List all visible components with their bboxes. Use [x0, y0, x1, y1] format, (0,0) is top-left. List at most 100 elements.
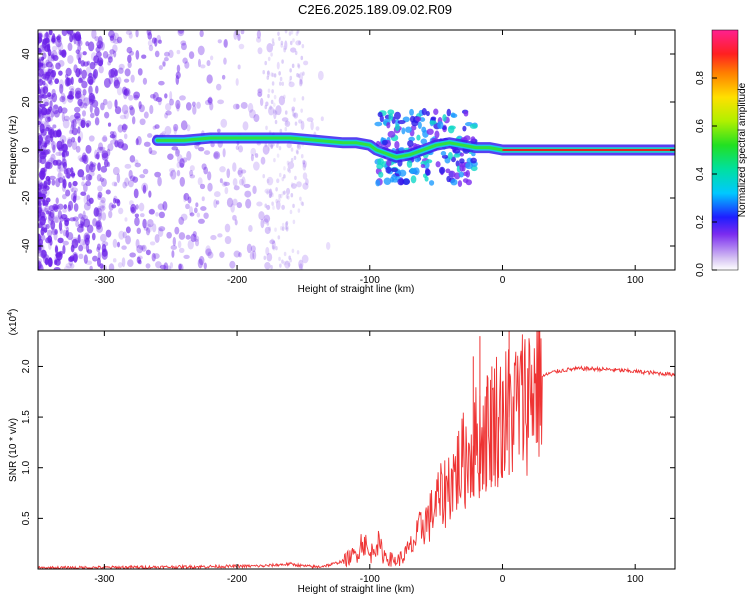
spectrogram-signal-blob	[469, 123, 478, 129]
spectrogram-noise-blob	[77, 69, 82, 80]
spectrogram-noise-blob	[121, 245, 127, 250]
spectrogram-noise-blob	[67, 137, 73, 144]
spectrogram-noise-blob	[124, 68, 131, 77]
spectrogram-noise-blob	[73, 190, 77, 199]
spectrogram-noise-blob	[113, 50, 117, 58]
snr-x-tick-label: 0	[500, 574, 506, 585]
spectrogram-noise-blob	[67, 95, 75, 100]
spectrogram-noise-blob	[104, 111, 110, 119]
spectrogram-noise-blob	[158, 226, 166, 232]
spectrogram-noise-blob	[53, 259, 58, 266]
spectrogram-noise-blob	[244, 190, 252, 198]
spectrogram-noise-blob	[283, 166, 286, 171]
spectrogram-noise-blob	[155, 212, 159, 217]
spectrogram-noise-blob	[270, 72, 274, 77]
spectrogram-noise-blob	[238, 43, 245, 50]
spectrogram-signal-blob	[420, 138, 428, 145]
spectrogram-noise-blob	[167, 153, 174, 160]
spectrogram-noise-blob	[45, 223, 50, 230]
spectrogram-noise-blob	[198, 255, 205, 266]
snr-y-ticks: 0.5 1.0 1.5 2.0	[21, 359, 675, 525]
spectrogram-noise-blob	[59, 135, 67, 144]
spectrogram-noise-blob	[203, 262, 207, 270]
spectrogram-noise-blob	[53, 267, 61, 270]
spectrogram-noise-blob	[149, 93, 156, 99]
spectrogram-noise-blob	[157, 176, 162, 187]
spectrogram-noise-blob	[281, 259, 284, 264]
spectrogram-noise-blob	[97, 185, 103, 192]
spectrogram-noise-blob	[42, 110, 50, 116]
spectrogram-signal-blob	[402, 178, 411, 185]
spectrogram-noise-blob	[108, 68, 115, 78]
spectrogram-noise-blob	[117, 124, 124, 133]
spectrogram-signal-blob	[415, 116, 422, 122]
spectrogram-noise-blob	[264, 60, 268, 66]
spectrogram-noise-blob	[238, 178, 244, 186]
spectrogram-noise-blob	[70, 76, 74, 85]
spectrogram-noise-blob	[267, 146, 271, 151]
spectrogram-noise-blob	[285, 222, 288, 227]
spectrogram-noise-blob	[296, 250, 300, 255]
spectrogram-noise-blob	[47, 53, 53, 63]
spectrogram-noise-blob	[222, 148, 226, 158]
spectrogram-noise-blob	[264, 188, 271, 194]
spectrogram-noise-blob	[41, 142, 47, 148]
spectrogram-signal-blob	[470, 157, 477, 164]
spectrogram-signal-blob	[405, 126, 412, 133]
spectrogram-noise-blob	[45, 175, 51, 182]
spectrogram-noise-blob	[142, 184, 147, 194]
spectrogram-noise-blob	[157, 97, 162, 106]
spectrogram-noise-blob	[47, 68, 54, 74]
spectrogram-noise-blob	[169, 171, 174, 177]
spectrogram-noise-blob	[38, 91, 42, 101]
spectrogram-noise-blob	[179, 95, 186, 101]
spectrogram-noise-blob	[269, 239, 276, 245]
spectrogram-signal-blob	[397, 178, 405, 186]
spectrogram-noise-blob	[72, 180, 78, 187]
spectrogram-noise-blob	[38, 200, 41, 206]
spectrogram-noise-blob	[99, 205, 106, 211]
spectrogram-noise-blob	[169, 98, 174, 106]
spectrogram-noise-blob	[125, 226, 131, 234]
spectrogram-noise-blob	[207, 96, 213, 105]
spectrogram-noise-blob	[66, 30, 74, 35]
spectrogram-noise-blob	[71, 170, 75, 179]
spectrogram-noise-blob	[224, 235, 232, 245]
spectrogram-noise-blob	[100, 102, 105, 111]
spectrogram-noise-blob	[81, 181, 85, 187]
spectrogram-signal-blob	[407, 140, 414, 147]
spectrogram-noise-blob	[183, 193, 187, 203]
spectrogram-noise-blob	[164, 125, 172, 136]
spectrogram-noise-blob	[284, 40, 288, 51]
spectrogram-y-tick-label: 20	[21, 96, 32, 108]
spectrogram-noise-blob	[260, 218, 265, 229]
spectrogram-noise-blob	[141, 244, 147, 252]
spectrogram-noise-blob	[50, 35, 57, 44]
spectrogram-noise-blob	[88, 197, 94, 204]
spectrogram-noise-blob	[138, 245, 146, 250]
spectrogram-noise-blob	[285, 225, 289, 230]
spectrogram-noise-blob	[106, 53, 113, 60]
spectrogram-noise-blob	[274, 110, 278, 115]
spectrogram-noise-blob	[130, 203, 137, 214]
spectrogram-signal-blob	[433, 108, 439, 116]
spectrogram-noise-blob	[275, 245, 278, 251]
spectrogram-noise-blob	[68, 181, 72, 189]
spectrogram-signal-blob	[465, 170, 471, 178]
spectrogram-noise-blob	[85, 174, 92, 182]
spectrogram-noise-blob	[233, 30, 238, 40]
spectrogram-noise-blob	[38, 133, 42, 139]
spectrogram-noise-blob	[88, 78, 94, 86]
spectrogram-noise-blob	[298, 78, 303, 87]
spectrogram-noise-blob	[100, 177, 107, 187]
spectrogram-noise-blob	[270, 144, 274, 149]
spectrogram-noise-blob	[256, 201, 263, 207]
spectrogram-signal-blob	[409, 115, 416, 123]
spectrogram-noise-blob	[296, 72, 299, 78]
spectrogram-noise-blob	[205, 245, 211, 255]
spectrogram-noise-blob	[139, 174, 146, 179]
spectrogram-signal-blob	[450, 178, 458, 186]
spectrogram-noise-blob	[154, 37, 158, 47]
spectrogram-noise-blob	[170, 169, 177, 180]
spectrogram-noise-blob	[98, 142, 104, 151]
